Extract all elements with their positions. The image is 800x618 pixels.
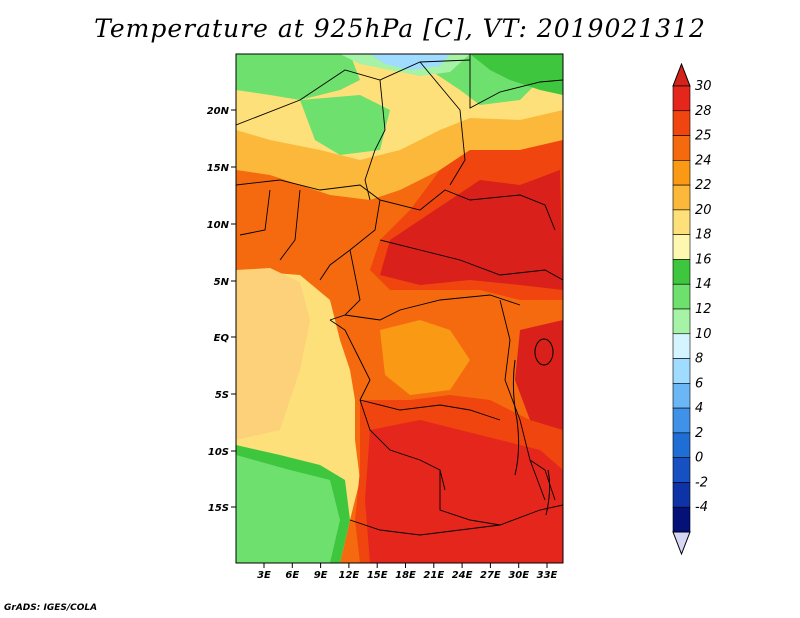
lat-tick-label: 15S: [208, 503, 229, 514]
colorbar-label: 18: [695, 228, 712, 243]
lat-tick-label: 10N: [207, 220, 230, 231]
lon-tick-label: 21E: [423, 570, 444, 581]
chart-title: Temperature at 925hPa [C], VT: 201902131…: [94, 14, 706, 43]
lat-tick-label: 5N: [214, 277, 230, 288]
colorbar-label: 28: [695, 104, 712, 119]
colorbar-swatch: [672, 184, 691, 211]
lon-tick-label: 3E: [257, 570, 271, 581]
colorbar-top-arrow: [672, 62, 691, 87]
lat-tick-label: 5S: [215, 390, 229, 401]
colorbar-swatch: [672, 482, 691, 508]
colorbar-swatch: [672, 407, 691, 434]
lat-tick-label: 15N: [207, 163, 230, 174]
colorbar-label: 20: [695, 203, 712, 218]
lon-tick-label: 18E: [395, 570, 416, 581]
colorbar-swatch: [672, 234, 691, 260]
colorbar-label: 25: [695, 129, 712, 144]
colorbar-label: 8: [695, 352, 703, 367]
colorbar-swatch: [672, 135, 691, 161]
latitude-axis: 20N 15N 10N 5N EQ 5S 10S 15S: [207, 106, 236, 514]
colorbar-label: -4: [695, 500, 708, 515]
lat-tick-label: 10S: [208, 447, 229, 458]
colorbar-swatch: [672, 85, 691, 112]
colorbar-swatch: [672, 457, 691, 483]
lon-tick-label: 6E: [285, 570, 299, 581]
colorbar-label: 30: [695, 79, 712, 94]
colorbar-swatch: [672, 259, 691, 285]
country-borders: [236, 54, 563, 536]
colorbar-swatch: [672, 308, 691, 335]
temperature-field: [236, 54, 563, 563]
map-frame: [235, 53, 564, 564]
colorbar-label: 12: [695, 302, 712, 317]
colorbar-swatch: [672, 160, 691, 186]
longitude-axis: 3E 6E 9E 12E 15E 18E 21E 24E 27E 30E 33E: [257, 563, 558, 581]
colorbar-label: 2: [695, 426, 703, 441]
credit-label: GrADS: IGES/COLA: [4, 603, 98, 613]
colorbar-swatch: [672, 383, 691, 409]
colorbar-swatch: [672, 432, 691, 458]
lon-tick-label: 33E: [537, 570, 558, 581]
colorbar-swatch: [672, 333, 691, 359]
colorbar-label: 4: [695, 401, 703, 416]
colorbar-label: -2: [695, 475, 708, 490]
colorbar-swatch: [672, 110, 691, 136]
colorbar-bottom-arrow: [672, 531, 691, 556]
lon-tick-label: 27E: [480, 570, 501, 581]
colorbar-label: 22: [695, 178, 712, 193]
colorbar-label: 10: [695, 327, 712, 342]
colorbar-label: 0: [695, 451, 703, 466]
colorbar-label: 6: [695, 376, 703, 391]
lon-tick-label: 9E: [314, 570, 328, 581]
lon-tick-label: 15E: [367, 570, 388, 581]
colorbar-swatch: [672, 358, 691, 384]
lake-outlines: [512, 338, 554, 516]
colorbar-swatch: [672, 209, 691, 235]
colorbar-swatch: [672, 506, 691, 533]
lon-tick-label: 24E: [452, 570, 473, 581]
lat-tick-label: 20N: [207, 106, 230, 117]
lat-tick-label: EQ: [214, 333, 230, 344]
colorbar-label: 24: [695, 153, 712, 168]
lon-tick-label: 12E: [339, 570, 360, 581]
lon-tick-label: 30E: [508, 570, 529, 581]
colorbar-label: 14: [695, 277, 712, 292]
colorbar-label: 16: [695, 252, 712, 267]
colorbar-swatch: [672, 283, 691, 310]
